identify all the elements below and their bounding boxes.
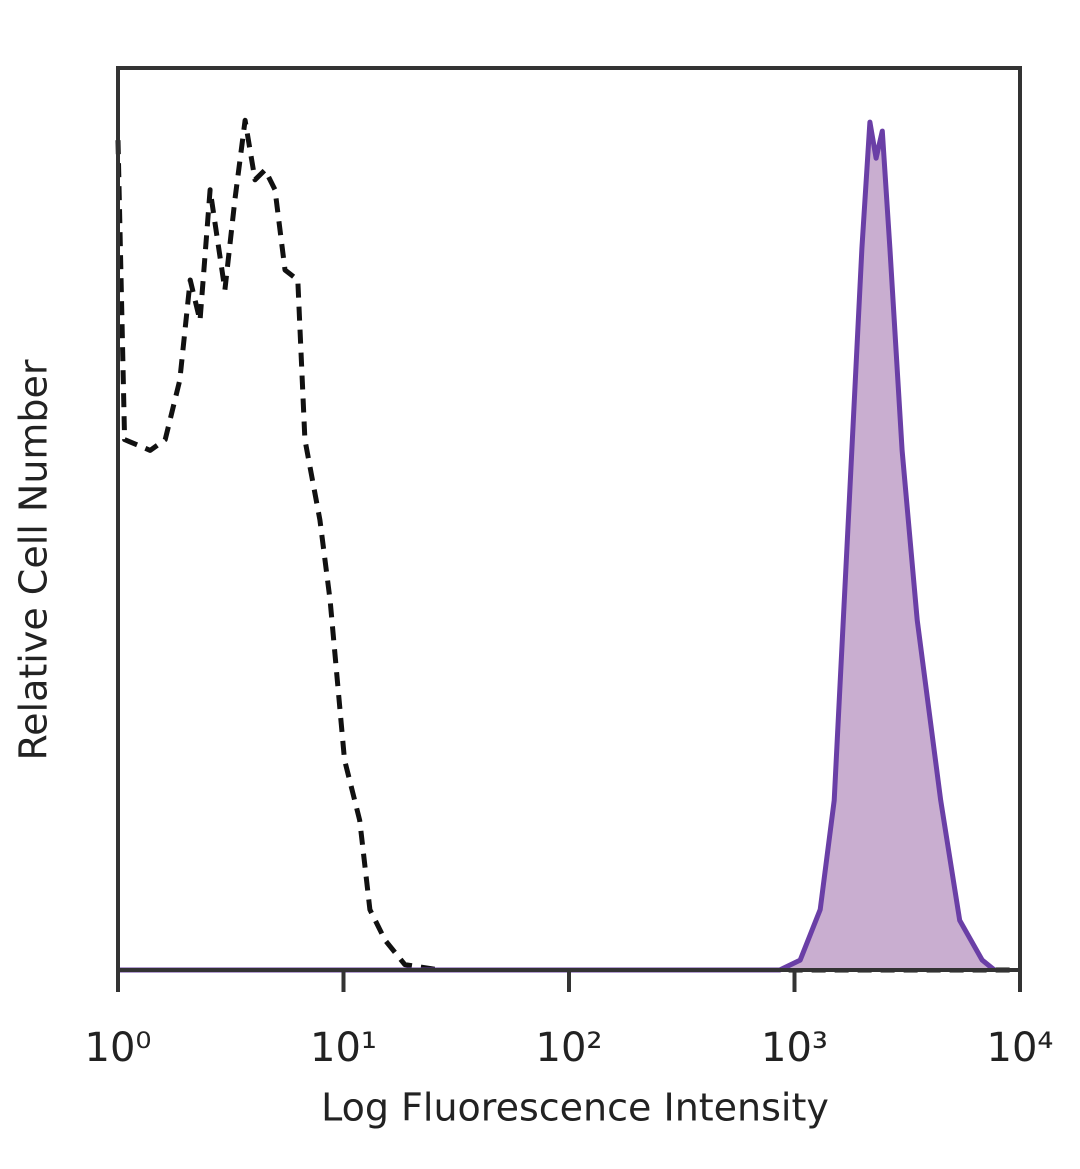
x-axis-title: Log Fluorescence Intensity [321,1086,829,1130]
x-tick-label: 10⁰ [85,1025,152,1071]
histogram-line [118,119,996,973]
histogram-line [115,117,1015,973]
x-tick-label: 10³ [761,1025,828,1071]
x-tick-label: 10² [536,1025,603,1071]
x-tick-label: 10¹ [310,1025,377,1071]
x-tick-label: 10⁴ [987,1025,1054,1071]
y-axis-title: Relative Cell Number [12,359,56,760]
histogram-area [118,122,995,971]
